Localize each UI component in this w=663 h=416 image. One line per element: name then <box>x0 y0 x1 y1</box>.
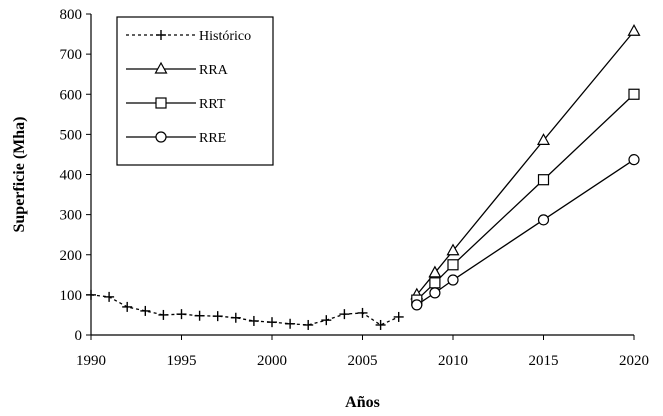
series-rre <box>411 154 640 311</box>
data-point <box>140 305 151 316</box>
legend-label: RRA <box>199 63 229 78</box>
y-tick-label: 800 <box>60 7 83 23</box>
y-tick-label: 400 <box>60 168 83 184</box>
y-tick-label: 500 <box>60 127 83 143</box>
data-point <box>429 277 441 289</box>
x-tick-label: 2015 <box>529 353 559 369</box>
data-point <box>375 319 386 330</box>
x-axis: 1990 1995 2000 2005 2010 2015 2020 <box>76 335 649 369</box>
legend-label: RRE <box>199 131 226 146</box>
data-point <box>536 133 551 145</box>
data-point <box>428 265 442 278</box>
data-point <box>628 88 640 100</box>
legend-marker <box>156 30 166 40</box>
data-point <box>321 315 332 326</box>
y-axis: 0 100 200 300 400 500 600 700 800 <box>60 7 91 344</box>
y-tick-label: 0 <box>75 328 83 344</box>
x-tick-label: 1995 <box>167 353 197 369</box>
data-point <box>447 259 459 271</box>
series-layer <box>86 24 641 330</box>
series-line <box>90 294 399 326</box>
legend-item-histórico: Histórico <box>126 29 251 44</box>
data-point <box>357 307 368 318</box>
data-point <box>158 309 169 320</box>
data-point <box>267 317 277 328</box>
data-point <box>411 299 423 311</box>
data-point <box>339 309 350 320</box>
data-point <box>104 291 115 302</box>
data-point <box>537 174 550 186</box>
y-tick-label: 300 <box>60 208 83 224</box>
data-point <box>122 301 133 312</box>
legend-marker <box>154 61 168 74</box>
legend-box <box>116 16 274 166</box>
data-point <box>537 214 550 226</box>
data-point <box>86 289 96 300</box>
legend-label: Histórico <box>199 29 251 44</box>
data-point <box>230 312 241 323</box>
data-point <box>446 243 460 256</box>
data-point <box>248 315 259 326</box>
data-point <box>447 274 459 286</box>
x-tick-label: 1990 <box>76 353 106 369</box>
x-tick-label: 2000 <box>257 353 287 369</box>
y-tick-label: 700 <box>60 47 83 63</box>
y-tick-label: 600 <box>60 87 83 103</box>
legend-marker <box>155 97 167 109</box>
data-point <box>628 154 640 166</box>
data-point <box>429 287 441 299</box>
x-tick-label: 2020 <box>619 353 649 369</box>
data-point <box>393 311 404 322</box>
legend-label: RRT <box>199 97 226 112</box>
data-point <box>212 311 223 322</box>
data-point <box>303 319 314 330</box>
x-tick-label: 2005 <box>348 353 378 369</box>
legend-marker <box>155 131 167 143</box>
legend-item-rre: RRE <box>126 131 226 146</box>
legend-item-rrt: RRT <box>126 97 226 112</box>
y-tick-label: 100 <box>60 288 83 304</box>
x-axis-title: Años <box>345 394 380 411</box>
series-histórico <box>86 289 404 330</box>
data-point <box>285 318 296 329</box>
legend-item-rra: RRA <box>126 61 229 78</box>
data-point <box>627 24 641 36</box>
data-point <box>176 309 187 320</box>
y-tick-label: 200 <box>60 248 83 264</box>
legend: Histórico RRA RRT RRE <box>116 16 274 166</box>
x-tick-label: 2010 <box>438 353 468 369</box>
y-axis-title: Superficie (Mha) <box>11 117 28 233</box>
series-rrt <box>411 88 640 306</box>
series-rra <box>410 24 641 300</box>
data-point <box>194 310 205 321</box>
